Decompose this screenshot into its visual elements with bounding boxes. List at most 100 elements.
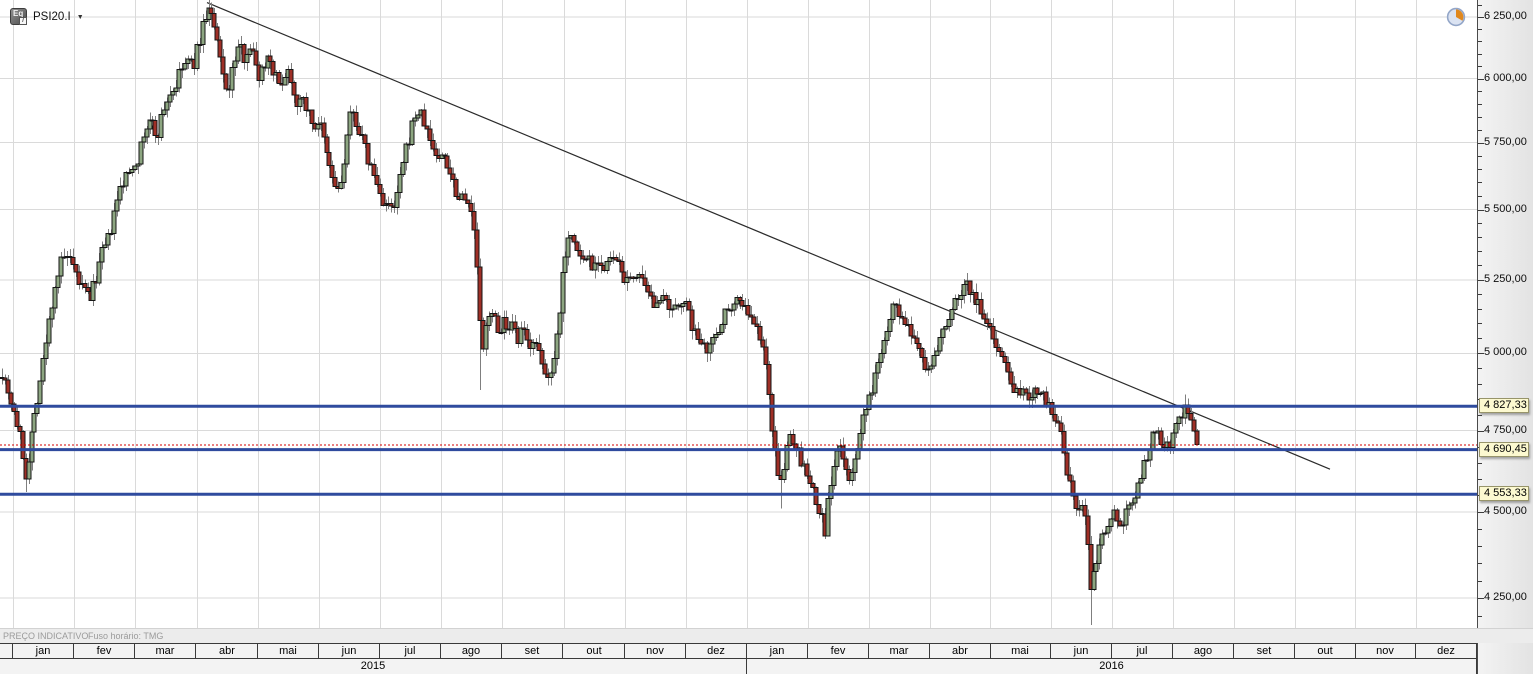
candle-down — [645, 284, 651, 293]
candle-up — [1029, 396, 1035, 401]
time-axis-years[interactable]: 2015 2016 — [0, 659, 1477, 674]
candle-up — [126, 171, 132, 174]
candle-up — [672, 304, 678, 310]
price-axis-label: 4 750,00 — [1484, 424, 1527, 436]
candle-down — [1085, 515, 1091, 546]
index-info-badge: i — [19, 17, 27, 25]
candle-down — [524, 329, 530, 341]
candle-down — [462, 193, 468, 201]
candle-down — [1067, 474, 1073, 482]
candle-up — [338, 182, 344, 190]
month-cell: mar — [869, 644, 930, 658]
candle-up — [144, 128, 150, 138]
minor-tick — [1478, 265, 1482, 266]
candle-up — [1126, 504, 1132, 510]
candle-up — [1170, 432, 1176, 448]
month-cell: jul — [380, 644, 441, 658]
major-tick — [1478, 353, 1484, 354]
candle-up — [1150, 431, 1156, 451]
major-tick — [1478, 431, 1484, 432]
candle-down — [211, 12, 217, 28]
candle-up — [397, 174, 403, 193]
candle-up — [866, 394, 872, 410]
price-level-tag[interactable]: 4 827,33 — [1479, 398, 1529, 413]
candle-down — [987, 322, 993, 328]
price-axis-label: 5 500,00 — [1484, 203, 1527, 215]
candle-down — [689, 309, 695, 332]
candle-up — [1129, 502, 1135, 506]
major-tick — [1478, 143, 1484, 144]
instrument-selector[interactable]: Eq i PSI20.I ▼ — [10, 8, 84, 25]
candle-down — [1188, 413, 1194, 421]
candle-down — [967, 280, 973, 295]
time-axis-months[interactable]: jan fev mar abr mai jun jul ago set out nov dez jan f… — [0, 643, 1477, 659]
candle-down — [542, 363, 548, 375]
candle-up — [958, 294, 964, 301]
candle-down — [598, 262, 604, 267]
price-level-tag[interactable]: 4 553,33 — [1479, 486, 1529, 501]
candle-down — [82, 283, 88, 289]
candle-up — [857, 433, 863, 449]
candle-up — [1123, 508, 1129, 526]
candle-down — [616, 259, 622, 263]
candle-up — [29, 431, 35, 463]
minor-tick — [1478, 415, 1482, 416]
candle-down — [503, 316, 509, 330]
candle-down — [85, 287, 91, 292]
candle-up — [551, 357, 557, 374]
candle-down — [76, 271, 82, 285]
price-axis[interactable]: 6 250,00 6 000,00 5 750,00 5 500,00 5 250,00… — [1477, 0, 1533, 674]
trend-line[interactable] — [206, 2, 1331, 470]
candle-up — [415, 114, 421, 119]
candle-down — [1026, 392, 1032, 401]
candle-up — [554, 333, 560, 359]
candle-up — [710, 336, 716, 345]
candle-down — [303, 97, 309, 112]
candle-down — [374, 174, 380, 186]
price-axis-label: 5 250,00 — [1484, 273, 1527, 285]
candle-up — [887, 319, 893, 332]
candle-up — [583, 258, 589, 261]
candle-up — [943, 326, 949, 330]
candle-down — [1073, 495, 1079, 509]
candle-down — [666, 299, 672, 311]
candle-down — [1002, 355, 1008, 363]
candle-down — [1005, 361, 1011, 373]
candle-down — [430, 139, 436, 150]
candle-down — [739, 300, 745, 307]
chevron-down-icon[interactable]: ▼ — [76, 14, 84, 21]
candle-down — [250, 48, 256, 52]
candle-down — [908, 324, 914, 337]
candle-down — [332, 176, 338, 187]
clock-icon[interactable] — [1446, 7, 1466, 27]
candle-down — [1034, 387, 1040, 395]
price-axis-label: 6 000,00 — [1484, 72, 1527, 84]
price-axis-label: 4 500,00 — [1484, 505, 1527, 517]
candle-up — [347, 111, 353, 136]
candle-up — [560, 272, 566, 314]
candle-up — [105, 233, 111, 246]
major-tick — [1478, 280, 1484, 281]
candle-up — [394, 191, 400, 209]
candle-down — [465, 199, 471, 204]
candle-up — [55, 275, 61, 289]
candle-down — [993, 338, 999, 349]
price-axis-label: 4 250,00 — [1484, 591, 1527, 603]
candle-up — [925, 368, 931, 371]
minor-tick — [1478, 529, 1482, 530]
candle-down — [580, 255, 586, 260]
candle-down — [477, 266, 483, 321]
candle-down — [1052, 413, 1058, 422]
price-level-tag[interactable]: 4 690,45 — [1479, 442, 1529, 457]
candle-down — [288, 69, 294, 84]
candle-down — [208, 7, 214, 14]
candle-up — [863, 408, 869, 416]
candle-down — [253, 50, 259, 66]
candle-down — [807, 475, 813, 484]
candle-up — [141, 136, 147, 143]
candle-up — [657, 300, 663, 304]
candle-down — [5, 379, 11, 394]
candle-up — [400, 161, 406, 176]
candle-down — [984, 318, 990, 324]
